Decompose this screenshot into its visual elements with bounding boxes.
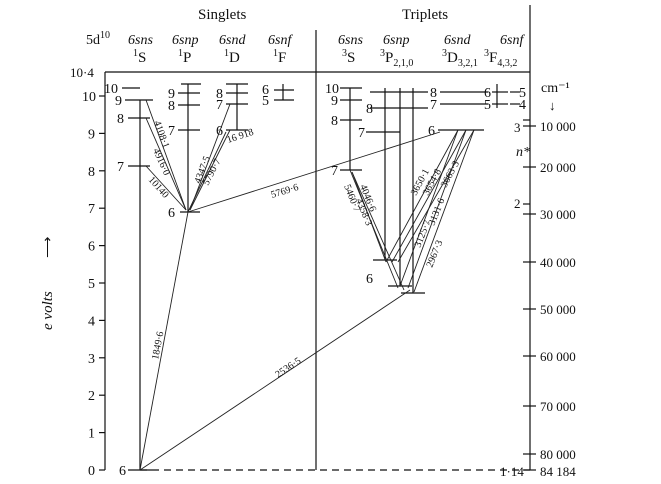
transition-line-3131 (407, 129, 467, 289)
transition-label-10140: 10140 (146, 175, 171, 201)
transition-label-2536: 2536·5 (274, 356, 304, 381)
left-tick-label-7: 7 (88, 202, 95, 217)
col-d1-term: 1D (224, 48, 240, 66)
left-axis-title: e volts (40, 291, 56, 330)
left-tick-label-3: 3 (88, 352, 95, 367)
f1-label-6: 6 (262, 83, 269, 98)
p1-label-9: 9 (168, 87, 175, 102)
col-d3-term: 3D3,2,1 (442, 48, 478, 69)
left-tick-label-6: 6 (88, 240, 95, 255)
f3-label-5b: 5 (519, 86, 526, 101)
right-axis-unit-arrow: ↓ (549, 98, 556, 113)
col-d1-conf: 6snd (219, 33, 246, 48)
right-axis-unit: cm⁻¹ (541, 81, 570, 96)
col-p3-term: 3P2,1,0 (380, 48, 413, 69)
left-axis-arrow: ⟶ (40, 236, 56, 258)
left-axis-ticks: 0 1 2 3 4 5 6 7 8 9 10 (82, 90, 105, 479)
right-tick-label-70000: 70 000 (540, 399, 576, 414)
transition-line-5790 (189, 129, 231, 211)
right-tick-label-20000: 20 000 (540, 160, 576, 175)
transition-line-4358 (351, 171, 405, 291)
right-tick-label-80000: 80 000 (540, 447, 576, 462)
p3-label-7: 7 (358, 126, 365, 141)
col-s1-term: 1S (133, 48, 146, 66)
s3-label-10: 10 (325, 82, 339, 97)
left-tick-label-9: 9 (88, 127, 95, 142)
d3-label-6: 6 (428, 124, 435, 139)
transition-line-3650 (385, 129, 459, 263)
col-s3-term: 3S (342, 48, 355, 66)
d3-label-8: 8 (430, 86, 437, 101)
col-f1-term: 1F (273, 48, 286, 66)
p1-label-8: 8 (168, 99, 175, 114)
transition-line-16918 (187, 131, 227, 213)
col-f3-term: 3F4,3,2 (484, 48, 517, 69)
nstar-tick-label-3: 3 (514, 120, 521, 135)
col-p3-conf: 6snp (383, 33, 409, 48)
f1-label-5: 5 (262, 94, 269, 109)
s3-label-7: 7 (331, 164, 338, 179)
col-d3-conf: 6snd (444, 33, 471, 48)
left-tick-label-5: 5 (88, 277, 95, 292)
transition-line-2967 (413, 129, 475, 293)
left-tick-label-8: 8 (88, 165, 95, 180)
col-f1-conf: 6snf (268, 33, 293, 48)
col-p1-conf: 6snp (172, 33, 198, 48)
s1-label-8: 8 (117, 112, 124, 127)
right-tick-label-30000: 30 000 (540, 207, 576, 222)
d1-label-8: 8 (216, 87, 223, 102)
transition-line-5769 (187, 131, 441, 213)
nstar-tick-label-2: 2 (514, 196, 521, 211)
triplets-title: Triplets (402, 7, 448, 23)
transition-label-1849: 1849·6 (150, 331, 166, 361)
right-tick-label-60000: 60 000 (540, 349, 576, 364)
s3-label-8: 8 (331, 114, 338, 129)
singlets-title: Singlets (198, 7, 247, 23)
transition-label-3131: 3131·6 (427, 197, 448, 227)
left-tick-label-10: 10 (82, 90, 96, 105)
right-tick-label-10000: 10 000 (540, 119, 576, 134)
d3-label-7: 7 (430, 98, 437, 113)
p1-label-7: 7 (168, 124, 175, 139)
shell-label: 5d10 (86, 30, 110, 48)
s1-label-9: 9 (115, 94, 122, 109)
f3-label-6: 6 (484, 86, 491, 101)
f3-label-5: 5 (484, 98, 491, 113)
right-tick-label-50000: 50 000 (540, 302, 576, 317)
col-s1-conf: 6sns (128, 33, 153, 48)
nstar-label: n* (516, 145, 530, 160)
right-tick-label-40000: 40 000 (540, 255, 576, 270)
f3-label-4: 4 (519, 98, 526, 113)
transition-line-4108 (145, 99, 187, 211)
left-tick-label-1: 1 (88, 427, 95, 442)
left-tick-label-4: 4 (88, 314, 95, 329)
d1-label-7: 7 (216, 98, 223, 113)
transition-line-3125 (399, 129, 459, 287)
left-tick-label-2: 2 (88, 389, 95, 404)
transition-line-1849 (139, 211, 189, 471)
s1-label-6: 6 (119, 464, 126, 479)
nstar-tick-label-1-14: 1·14 (500, 464, 524, 479)
transition-line-10140 (145, 165, 187, 211)
col-f3-conf: 6snf (500, 33, 525, 48)
s1-label-10: 10 (104, 82, 118, 97)
s3-label-9: 9 (331, 94, 338, 109)
left-tick-label-10-4: 10·4 (70, 65, 94, 80)
left-tick-label-0: 0 (88, 464, 95, 479)
transition-line-4046 (351, 171, 387, 263)
transition-line-3663 (397, 129, 475, 263)
p3-label-6: 6 (366, 272, 373, 287)
right-tick-label-84184: 84 184 (540, 464, 576, 479)
transition-line-2536 (139, 289, 411, 471)
p3-label-8: 8 (366, 102, 373, 117)
transition-line-4347 (189, 103, 231, 211)
col-p1-term: 1P (178, 48, 191, 66)
transition-line-3654 (391, 129, 467, 263)
s1-label-7: 7 (117, 160, 124, 175)
transition-line-4916 (145, 117, 187, 211)
col-s3-conf: 6sns (338, 33, 363, 48)
p1-label-6: 6 (168, 206, 175, 221)
